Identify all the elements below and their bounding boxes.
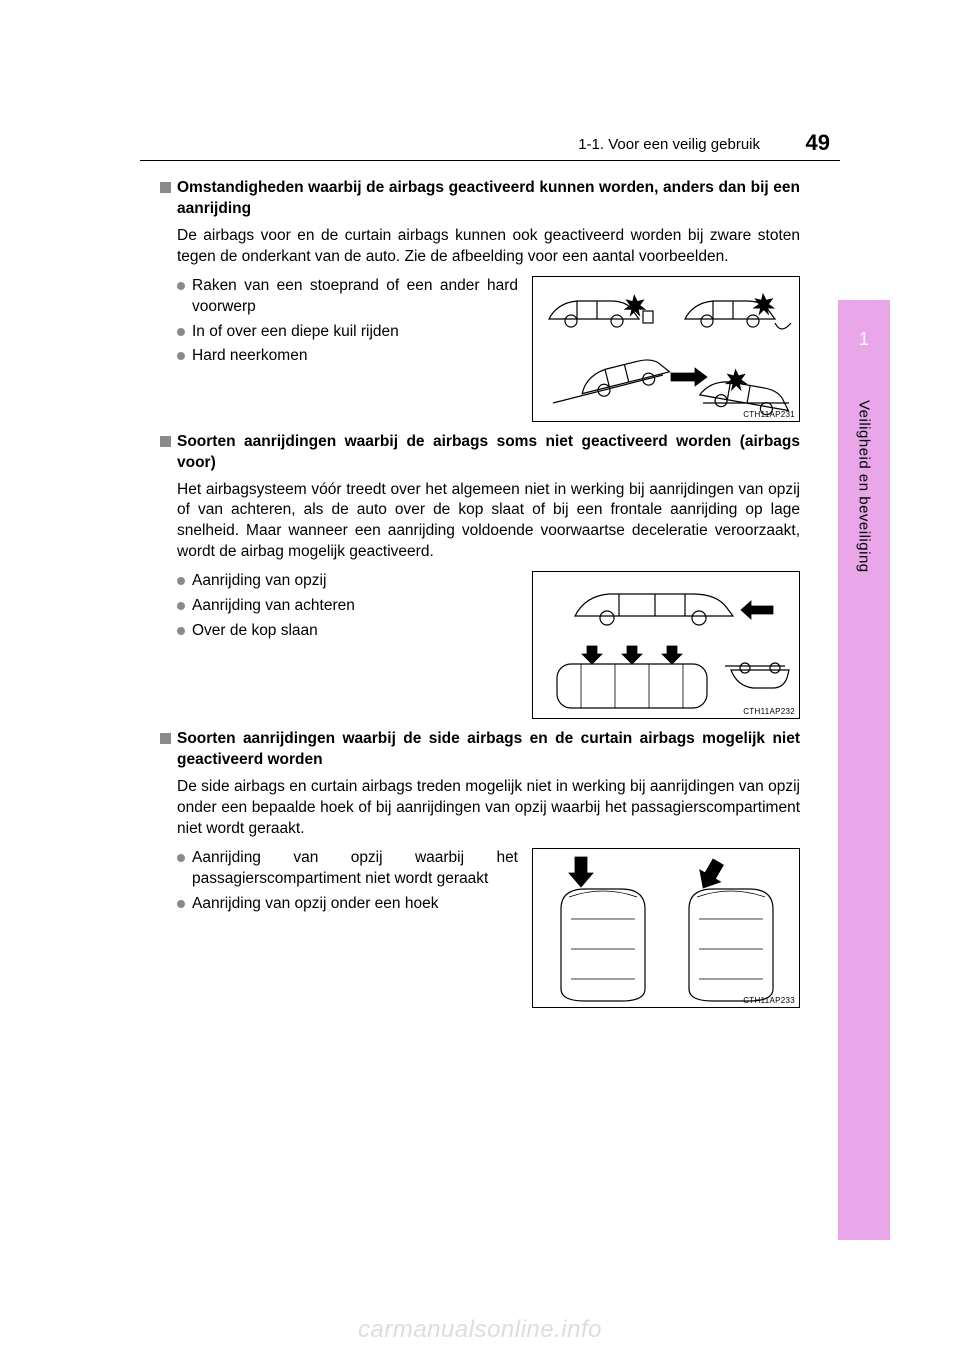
side-collision-diagram	[533, 849, 801, 1009]
square-bullet-icon	[160, 733, 171, 744]
manual-page: 1-1. Voor een veilig gebruik 49 1 Veilig…	[0, 0, 960, 1358]
list-item: Aanrijding van opzij onder een hoek	[177, 894, 518, 915]
figure-code: CTH11AP232	[743, 707, 795, 716]
section-3: Soorten aanrijdingen waarbij de side air…	[160, 729, 800, 1008]
heading-text: Omstandigheden waarbij de airbags geacti…	[177, 178, 800, 220]
dot-icon	[177, 352, 185, 360]
section-path: 1-1. Voor een veilig gebruik	[578, 136, 760, 153]
list-item: In of over een diepe kuil rijden	[177, 322, 518, 343]
list-item: Aanrijding van opzij waarbij het passagi…	[177, 848, 518, 890]
section-row: Aanrijding van opzij waarbij het passagi…	[177, 848, 800, 1008]
list-item: Raken van een stoeprand of een ander har…	[177, 276, 518, 318]
content-column: Omstandigheden waarbij de airbags geacti…	[160, 178, 800, 1018]
page-number: 49	[806, 130, 830, 156]
section-row: Raken van een stoeprand of een ander har…	[177, 276, 800, 422]
section-2: Soorten aanrijdingen waarbij de airbags …	[160, 432, 800, 720]
section-paragraph: De side airbags en curtain airbags trede…	[177, 777, 800, 840]
figure-code: CTH11AP231	[743, 410, 795, 419]
dot-icon	[177, 602, 185, 610]
collision-curb-diagram	[533, 277, 801, 423]
list-item: Over de kop slaan	[177, 621, 518, 642]
section-heading: Soorten aanrijdingen waarbij de side air…	[160, 729, 800, 771]
section-paragraph: Het airbagsysteem vóór treedt over het a…	[177, 480, 800, 564]
side-label: Veiligheid en beveiliging	[838, 400, 890, 800]
watermark: carmanualsonline.info	[0, 1316, 960, 1344]
bullet-list: Aanrijding van opzij Aanrijding van acht…	[177, 571, 518, 719]
figure-1: CTH11AP231	[532, 276, 800, 422]
collision-types-diagram	[533, 572, 801, 720]
square-bullet-icon	[160, 182, 171, 193]
figure-3: CTH11AP233	[532, 848, 800, 1008]
dot-icon	[177, 282, 185, 290]
bullet-list: Raken van een stoeprand of een ander har…	[177, 276, 518, 422]
section-heading: Omstandigheden waarbij de airbags geacti…	[160, 178, 800, 220]
figure-code: CTH11AP233	[743, 996, 795, 1005]
chapter-number: 1	[859, 329, 869, 350]
section-paragraph: De airbags voor en de curtain airbags ku…	[177, 226, 800, 268]
square-bullet-icon	[160, 436, 171, 447]
section-heading: Soorten aanrijdingen waarbij de airbags …	[160, 432, 800, 474]
section-row: Aanrijding van opzij Aanrijding van acht…	[177, 571, 800, 719]
side-chapter-box: 1	[838, 300, 890, 378]
heading-text: Soorten aanrijdingen waarbij de side air…	[177, 729, 800, 771]
bullet-list: Aanrijding van opzij waarbij het passagi…	[177, 848, 518, 1008]
header-rule	[140, 160, 840, 161]
dot-icon	[177, 854, 185, 862]
list-item: Aanrijding van achteren	[177, 596, 518, 617]
figure-2: CTH11AP232	[532, 571, 800, 719]
dot-icon	[177, 577, 185, 585]
list-item: Hard neerkomen	[177, 346, 518, 367]
dot-icon	[177, 328, 185, 336]
side-label-text: Veiligheid en beveiliging	[856, 400, 873, 573]
heading-text: Soorten aanrijdingen waarbij de airbags …	[177, 432, 800, 474]
list-item: Aanrijding van opzij	[177, 571, 518, 592]
section-1: Omstandigheden waarbij de airbags geacti…	[160, 178, 800, 422]
dot-icon	[177, 627, 185, 635]
dot-icon	[177, 900, 185, 908]
